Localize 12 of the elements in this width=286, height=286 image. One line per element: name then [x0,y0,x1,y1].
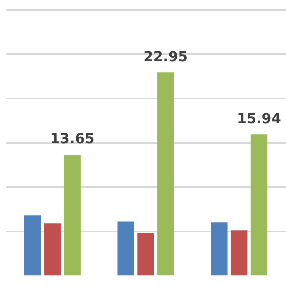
bar [64,154,81,276]
bar [44,224,62,276]
bar [211,222,228,276]
data-label: 22.95 [144,49,188,66]
data-label: 13.65 [50,132,95,148]
bar [138,233,154,276]
data-label: 15.94 [237,111,282,128]
bar [230,230,248,276]
bar [118,222,134,276]
bar [158,72,174,276]
bar [250,134,268,276]
bar [24,216,42,276]
